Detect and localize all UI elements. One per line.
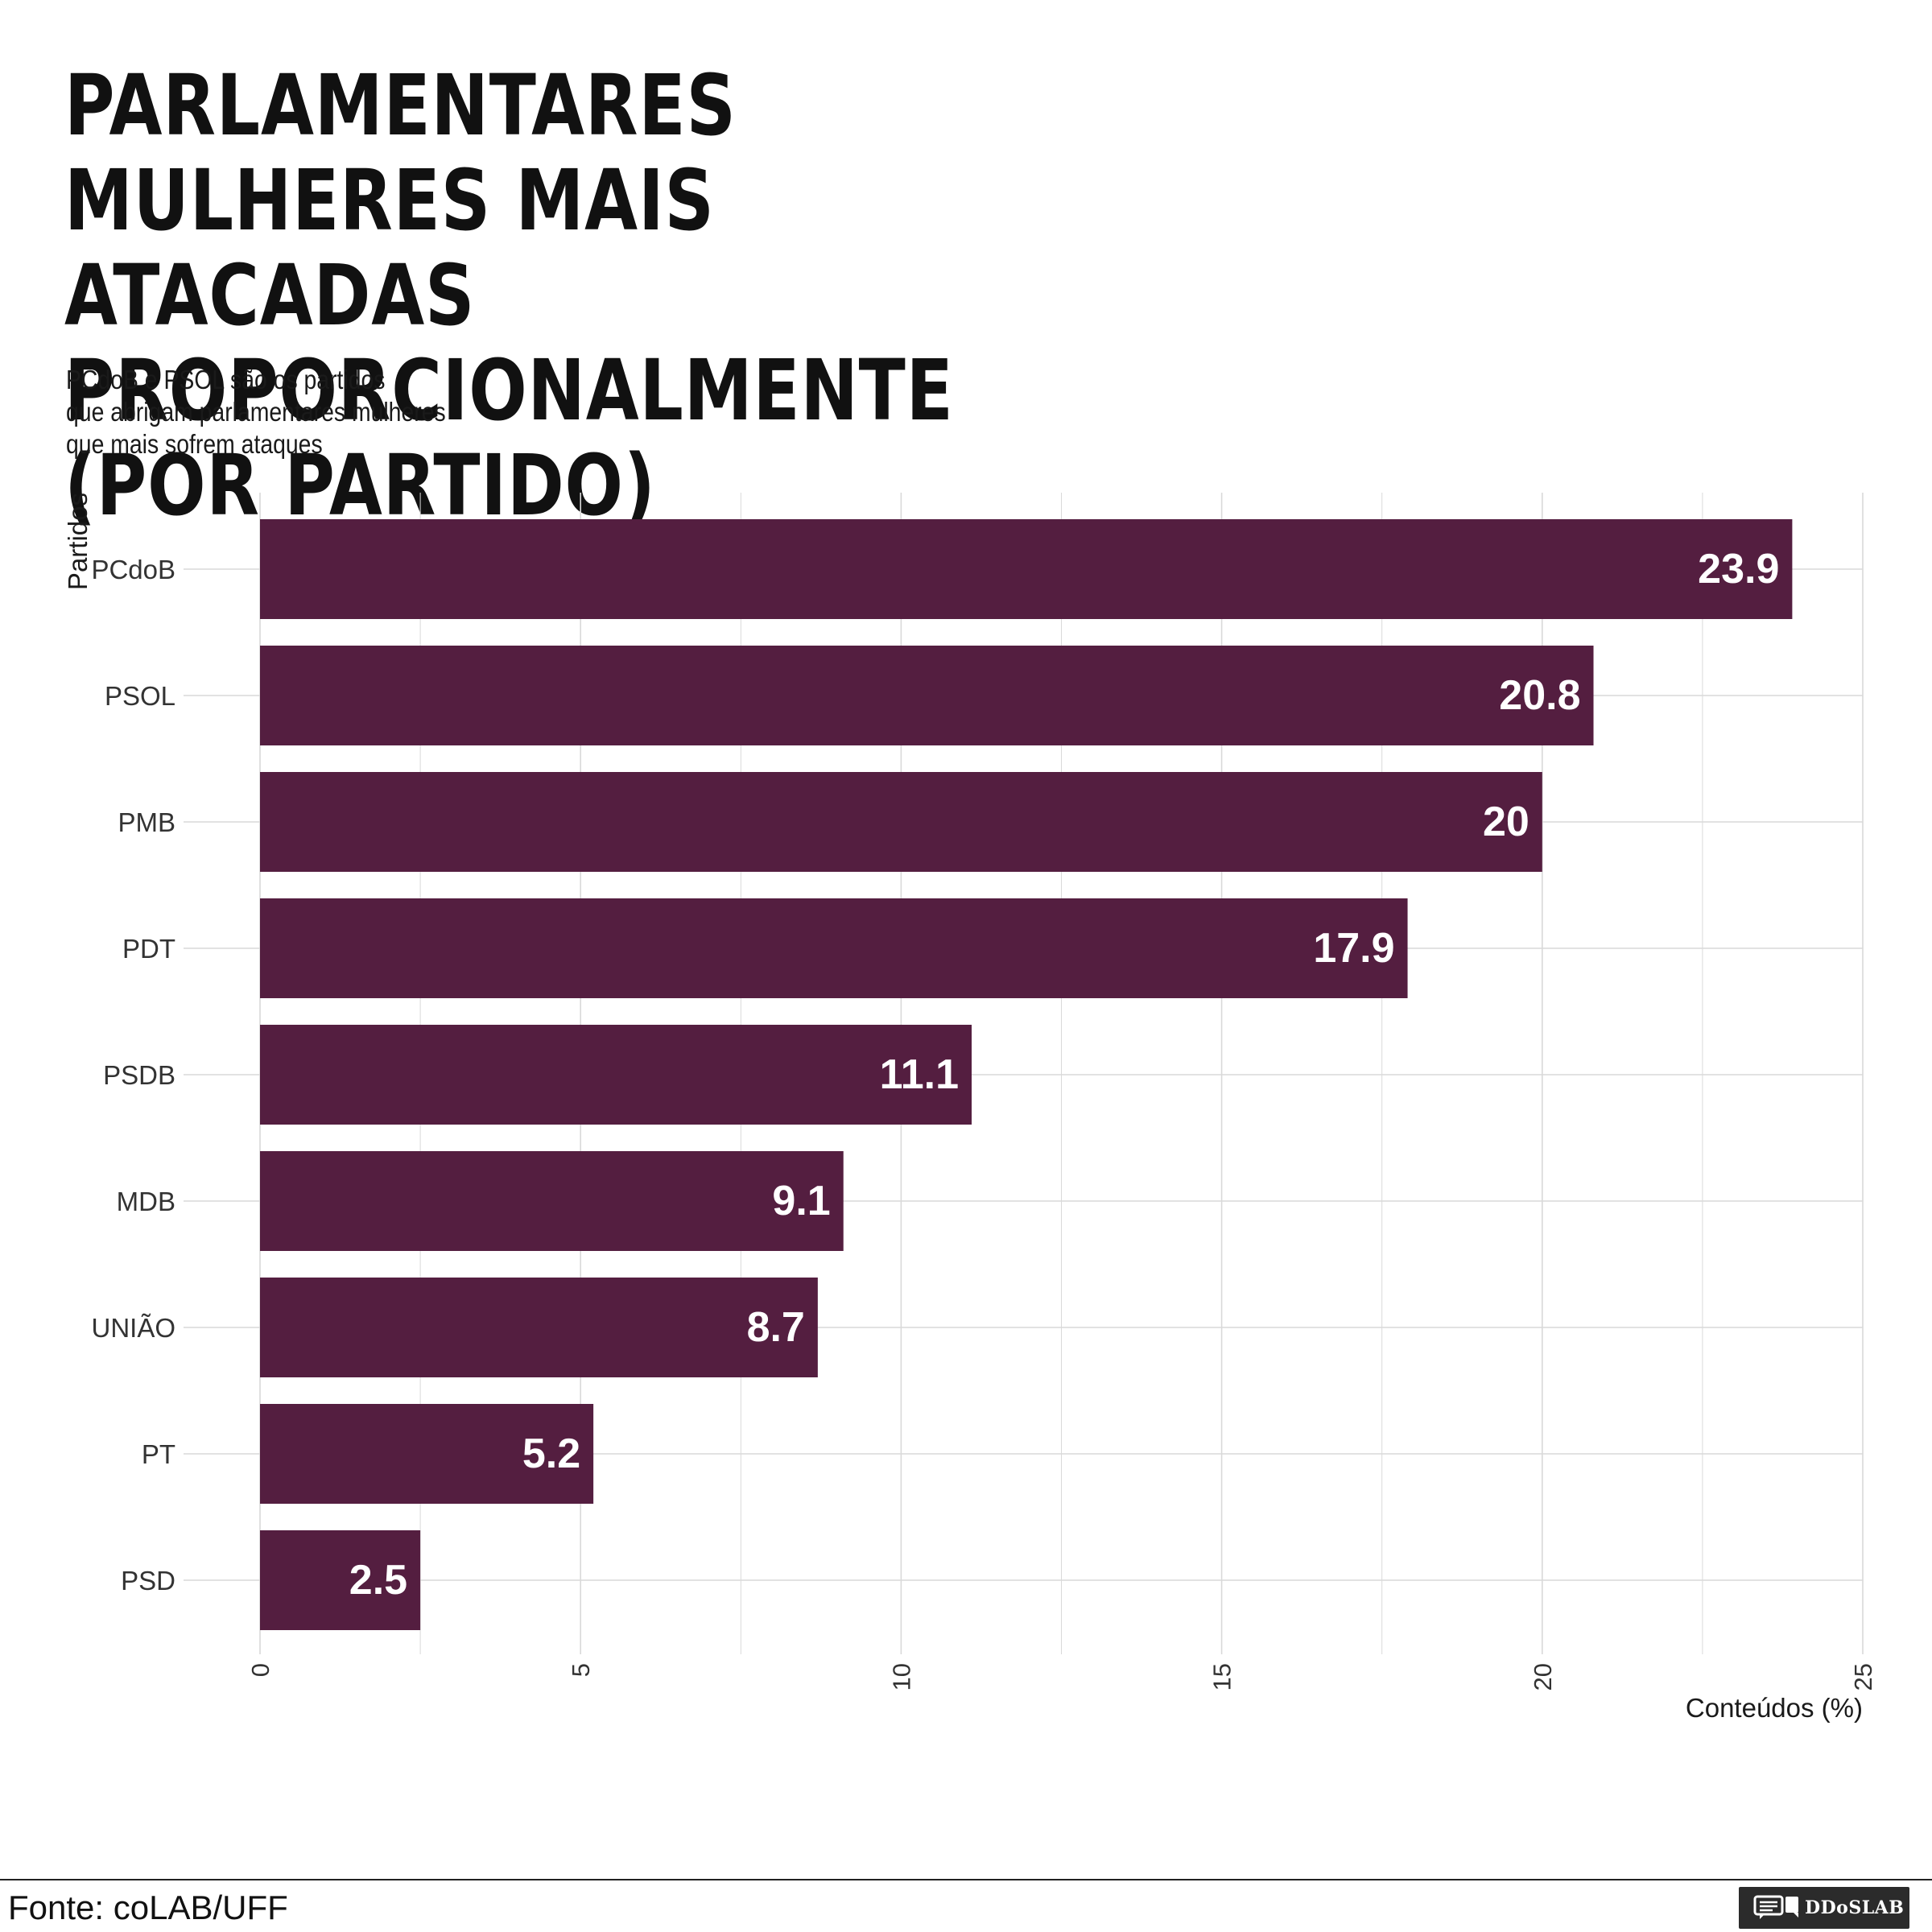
subtitle-line-2: que abrigam parlamentares mulheres [66, 397, 446, 427]
chart-title: PARLAMENTARES MULHERES MAIS ATACADAS PRO… [64, 58, 1055, 533]
bar [260, 1278, 818, 1377]
y-tick-label: PMB [118, 807, 175, 837]
x-tick-label: 20 [1529, 1663, 1557, 1690]
bar [260, 898, 1408, 998]
bar [260, 772, 1542, 872]
chart-title-line-1: PARLAMENTARES MULHERES MAIS [64, 56, 737, 250]
ddoslab-logo: DDoSLAB [1739, 1887, 1909, 1929]
y-tick-label: PSD [121, 1566, 175, 1596]
bar-chart: 23.9 20.8 20 17.9 11.1 9.1 8.7 5.2 2.5 PCdoB PSOL… [63, 493, 1877, 1723]
bar [260, 1151, 844, 1251]
bar-value-label: 2.5 [349, 1557, 407, 1604]
bar-value-label: 11.1 [880, 1051, 959, 1098]
bar [260, 1404, 594, 1504]
y-tick-label: PSOL [105, 681, 175, 711]
source-note: Fonte: coLAB/UFF [8, 1889, 288, 1926]
bar [260, 1530, 421, 1630]
bar-value-label: 17.9 [1313, 925, 1394, 972]
bar [260, 519, 1793, 619]
axis-layer: PCdoB PSOL PMB PDT PSDB MDB UNIÃO PT PSD 0 5 10 15 20… [63, 493, 1877, 1723]
y-tick-label: PDT [122, 934, 175, 964]
y-tick-label: MDB [117, 1187, 175, 1216]
y-tick-label: PCdoB [91, 555, 175, 584]
bar-layer [260, 519, 1793, 1630]
chat-bubbles-icon [1753, 1895, 1798, 1919]
x-tick-label: 10 [887, 1663, 915, 1690]
label-layer: 23.9 20.8 20 17.9 11.1 9.1 8.7 5.2 2.5 [349, 546, 1780, 1604]
bar-value-label: 9.1 [772, 1178, 830, 1224]
bar-value-label: 20 [1483, 799, 1530, 845]
x-tick-label: 0 [246, 1663, 275, 1677]
x-axis-title: Conteúdos (%) [1686, 1693, 1863, 1723]
y-tick-label: PT [142, 1439, 175, 1469]
bar [260, 646, 1594, 745]
chart-title-line-3: (POR PARTIDO) [64, 436, 656, 535]
bar-value-label: 20.8 [1499, 672, 1580, 719]
chart-subtitle: PCdoB e PSOL são os partidos que abrigam… [66, 364, 551, 460]
y-tick-label: PSDB [103, 1060, 175, 1090]
bar-value-label: 5.2 [522, 1430, 580, 1477]
bar [260, 1025, 972, 1125]
logo-text: DDoSLAB [1805, 1897, 1905, 1918]
bar-value-label: 23.9 [1698, 546, 1779, 592]
subtitle-line-1: PCdoB e PSOL são os partidos [66, 365, 386, 394]
footer-divider [0, 1879, 1932, 1880]
chart-title-line-2: ATACADAS PROPORCIONALMENTE [64, 246, 954, 440]
x-tick-label: 5 [567, 1663, 595, 1677]
x-tick-label: 25 [1849, 1663, 1877, 1690]
bar-value-label: 8.7 [747, 1304, 805, 1351]
y-axis-title: Partidos [63, 493, 93, 590]
y-tick-label: UNIÃO [91, 1313, 175, 1343]
x-tick-label: 15 [1208, 1663, 1236, 1690]
subtitle-line-3: que mais sofrem ataques [66, 429, 323, 459]
